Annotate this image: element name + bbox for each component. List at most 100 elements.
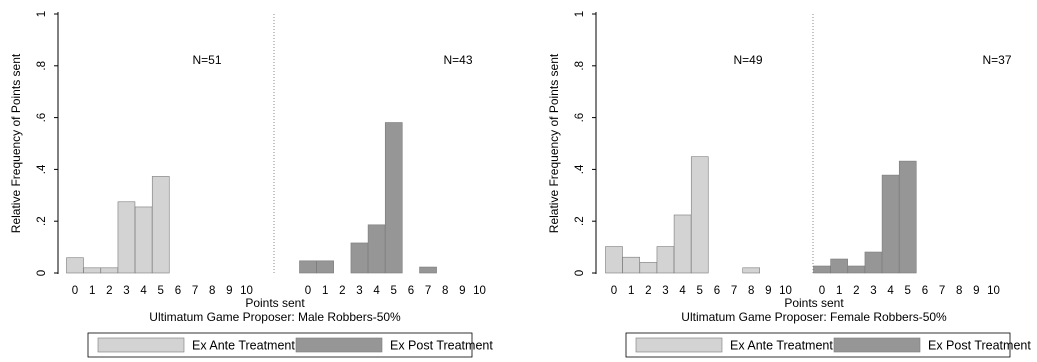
bar [350, 242, 369, 274]
x-tick-label: 10 [779, 285, 792, 297]
x-tick-label: 5 [697, 285, 703, 297]
series-ex-post [813, 160, 917, 274]
x-tick-label: 0 [72, 285, 78, 297]
y-tick-label: .4 [574, 164, 586, 174]
series-ex-ante [66, 176, 170, 274]
x-tick-label: 2 [106, 285, 112, 297]
x-tick-label: 4 [679, 285, 686, 297]
y-tick-label: 0 [574, 270, 586, 276]
x-tick-label: 8 [748, 285, 754, 297]
x-tick-label: 7 [192, 285, 198, 297]
y-tick-label: 0 [36, 270, 48, 276]
x-tick-label: 1 [628, 285, 634, 297]
x-tick-label: 1 [89, 285, 95, 297]
x-tick-label: 5 [158, 285, 164, 297]
x-tick-label: 9 [973, 285, 979, 297]
y-tick-label: .6 [36, 113, 48, 123]
bar [742, 267, 761, 274]
y-tick-label: 1 [36, 11, 48, 17]
x-tick-label: 9 [459, 285, 465, 297]
x-tick-label: 1 [836, 285, 842, 297]
x-tick-label: 0 [305, 285, 311, 297]
legend-swatch [833, 337, 921, 353]
bar [656, 246, 675, 274]
x-tick-label: 8 [442, 285, 448, 297]
bar [813, 265, 831, 274]
bar [151, 176, 170, 274]
n-label: N=51 [192, 53, 221, 67]
x-tick-label: 2 [853, 285, 859, 297]
bar [639, 262, 658, 274]
x-tick-label: 8 [209, 285, 215, 297]
bar [367, 224, 386, 274]
y-tick-label: .2 [36, 216, 48, 226]
bar [898, 160, 917, 274]
x-tick-label: 4 [887, 285, 894, 297]
y-tick-label: .2 [574, 216, 586, 226]
x-tick-label: 4 [140, 285, 147, 297]
x-tick-label: 3 [356, 285, 362, 297]
x-tick-label: 6 [408, 285, 414, 297]
x-tick-label: 6 [175, 285, 181, 297]
bar [690, 156, 709, 274]
x-tick-label: 2 [645, 285, 651, 297]
bar [100, 267, 119, 274]
legend-label: Ex Post Treatment [928, 339, 1031, 353]
bar [66, 257, 84, 274]
bar [673, 214, 692, 274]
legend-swatch [295, 337, 383, 353]
chart-subtitle: Ultimatum Game Proposer: Female Robbers-… [681, 310, 947, 324]
y-axis-title: Relative Frequency of Points sent [547, 53, 561, 233]
x-tick-label: 7 [939, 285, 945, 297]
x-tick-label: 0 [611, 285, 617, 297]
x-tick-label: 8 [956, 285, 962, 297]
legend-swatch [635, 337, 723, 353]
x-tick-label: 6 [714, 285, 720, 297]
bar [316, 260, 334, 274]
x-tick-label: 3 [662, 285, 668, 297]
chart-subtitle: Ultimatum Game Proposer: Male Robbers-50… [149, 310, 401, 324]
x-tick-label: 7 [731, 285, 737, 297]
legend-label: Ex Ante Treatment [192, 339, 295, 353]
x-tick-label: 1 [322, 285, 328, 297]
y-tick-label: .6 [574, 113, 586, 123]
legend: Ex Ante Treatment Ex Post Treatment [625, 332, 1031, 358]
x-tick-label: 2 [339, 285, 345, 297]
chart-panel-1: 0 .2 .4 .6 .8 1 Relative Frequency of Points s… [9, 11, 493, 358]
n-label: N=37 [982, 53, 1011, 67]
x-tick-label: 10 [240, 285, 253, 297]
x-tick-label: 5 [391, 285, 397, 297]
x-tick-label: 9 [226, 285, 232, 297]
bar [847, 265, 866, 274]
y-axis-title: Relative Frequency of Points sent [9, 53, 23, 233]
x-tick-label: 5 [905, 285, 911, 297]
series-ex-post [299, 122, 437, 274]
bar [299, 260, 317, 274]
chart-panel-2: 0 .2 .4 .6 .8 1 Relative Frequency of Points s… [547, 11, 1031, 358]
y-tick-label: 1 [574, 11, 586, 17]
n-label: N=49 [733, 53, 762, 67]
y-tick-label: .4 [36, 164, 48, 174]
x-tick-label: 10 [987, 285, 1000, 297]
x-axis-title: Points sent [245, 296, 305, 310]
x-tick-label: 3 [870, 285, 876, 297]
bar [830, 258, 848, 274]
bar [83, 267, 101, 274]
bar [117, 201, 136, 274]
legend-label: Ex Ante Treatment [730, 339, 833, 353]
x-tick-label: 10 [473, 285, 486, 297]
y-tick-label: .8 [574, 61, 586, 71]
bar [864, 251, 883, 274]
bar [881, 174, 900, 274]
bar [134, 206, 153, 274]
x-tick-label: 3 [123, 285, 129, 297]
x-tick-label: 0 [819, 285, 825, 297]
legend: Ex Ante Treatment Ex Post Treatment [87, 332, 493, 358]
bar [605, 246, 623, 274]
legend-label: Ex Post Treatment [390, 339, 493, 353]
n-label: N=43 [443, 53, 472, 67]
x-tick-label: 7 [425, 285, 431, 297]
bar [384, 122, 403, 274]
y-tick-label: .8 [36, 61, 48, 71]
